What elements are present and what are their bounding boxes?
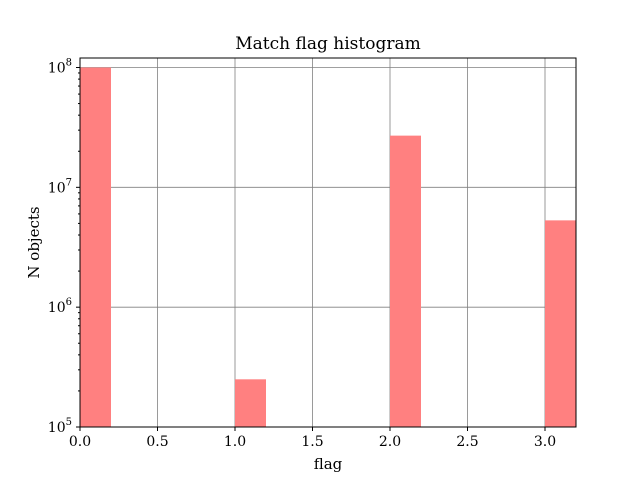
histogram-bar-1: [235, 379, 266, 427]
x-tick-label: 1.5: [301, 434, 323, 450]
plot-frame: [79, 57, 577, 428]
x-tick-label: 0.0: [69, 434, 91, 450]
x-axis-label: flag: [314, 455, 343, 473]
histogram-bar-0: [80, 67, 111, 428]
histogram-bar-3: [545, 220, 576, 427]
bars: [80, 67, 576, 428]
grid: [79, 58, 576, 428]
x-tick-label: 0.5: [146, 434, 168, 450]
chart-title: Match flag histogram: [235, 34, 420, 54]
y-tick-label: 107: [48, 177, 72, 196]
x-tick-label: 1.0: [224, 434, 246, 450]
y-tick-label: 108: [48, 57, 72, 76]
ticks: 0.0 0.5 1.0 1.5 2.0 2.5 3.0 105 106 107 108: [48, 57, 556, 450]
histogram-bar-2: [390, 135, 421, 427]
x-tick-label: 3.0: [534, 434, 556, 450]
x-tick-label: 2.0: [379, 434, 401, 450]
x-tick-label: 2.5: [456, 434, 478, 450]
y-tick-label: 105: [48, 417, 72, 436]
y-axis-label: N objects: [25, 206, 43, 278]
y-tick-label: 106: [48, 297, 72, 316]
